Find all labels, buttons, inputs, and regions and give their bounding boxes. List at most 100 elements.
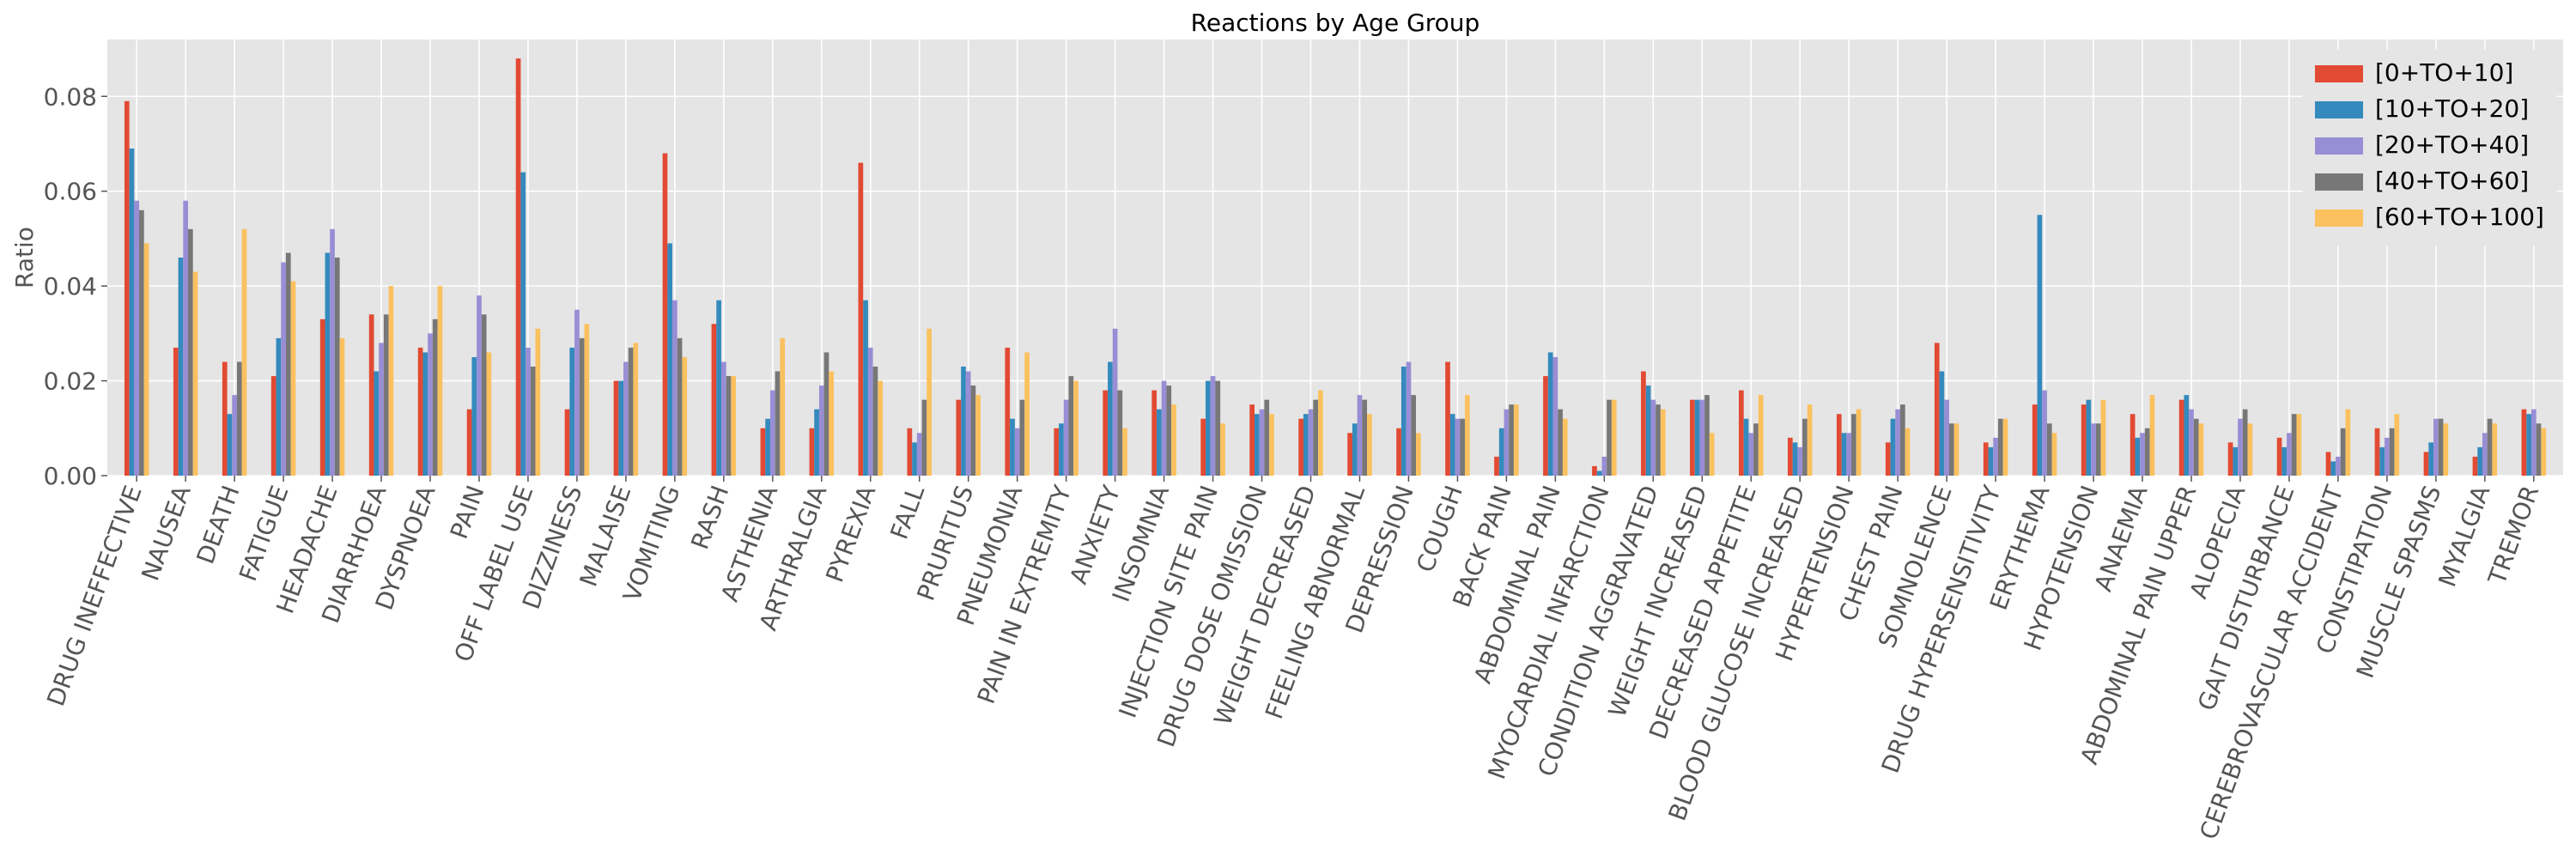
legend-swatch — [2315, 209, 2363, 227]
x-tick-label: FALL — [884, 482, 930, 543]
bar — [1939, 371, 1945, 476]
bar — [579, 337, 585, 476]
bar — [829, 371, 835, 476]
bar — [520, 172, 526, 476]
bar — [1895, 409, 1901, 476]
bar — [2227, 442, 2233, 476]
bar — [526, 347, 531, 476]
bar — [628, 347, 634, 476]
bar — [1161, 380, 1167, 476]
bar — [809, 428, 815, 476]
bar — [2526, 414, 2531, 476]
bar — [188, 228, 193, 476]
bar — [290, 281, 296, 476]
bar — [2193, 418, 2199, 476]
bar — [814, 409, 819, 476]
bar — [143, 243, 149, 476]
bar — [2100, 399, 2106, 476]
bar — [2091, 423, 2096, 476]
bar — [1112, 328, 1118, 476]
bar — [564, 409, 570, 476]
bar — [1660, 409, 1666, 476]
bar — [222, 361, 228, 476]
bar — [623, 361, 629, 476]
bar — [1596, 470, 1602, 476]
bar — [368, 314, 374, 476]
bar — [241, 228, 247, 476]
bar — [1406, 361, 1412, 476]
bar — [858, 162, 864, 476]
bar-series — [134, 200, 2537, 476]
bar — [1014, 428, 1020, 476]
bar — [1073, 380, 1078, 476]
bar — [872, 367, 878, 476]
bar — [1494, 456, 1499, 476]
bar — [2238, 418, 2243, 476]
bar — [1509, 404, 1514, 476]
bar — [530, 367, 536, 476]
legend-swatch — [2315, 101, 2363, 118]
y-tick-label: 0.02 — [44, 367, 97, 396]
bar — [1704, 395, 1710, 476]
bar — [1318, 390, 1323, 476]
bar — [662, 153, 668, 477]
bar — [1498, 428, 1504, 476]
bar — [823, 352, 829, 476]
bar — [1269, 414, 1274, 476]
bar — [388, 286, 394, 476]
bar — [2086, 399, 2092, 476]
bar — [1400, 367, 1406, 476]
bar — [1157, 409, 1162, 476]
bar — [1552, 356, 1558, 476]
bar — [1885, 442, 1891, 476]
bar — [2340, 428, 2346, 476]
bar — [726, 376, 732, 476]
bar — [1607, 399, 1612, 476]
bar — [1166, 385, 1172, 476]
bar — [1249, 404, 1255, 476]
bar — [1856, 409, 1862, 476]
bar — [1562, 418, 1568, 476]
bar — [1054, 428, 1060, 476]
bar — [769, 390, 775, 476]
legend-label: [60+TO+100] — [2375, 203, 2544, 231]
bar — [432, 319, 438, 476]
bar — [927, 328, 932, 476]
bar — [1464, 395, 1470, 476]
bar — [731, 376, 737, 476]
bar — [1748, 433, 1754, 476]
bar — [1953, 423, 1959, 476]
bar — [1988, 446, 1994, 476]
bar — [672, 300, 677, 476]
bar — [1117, 390, 1123, 476]
bar — [183, 200, 189, 476]
bar — [1010, 418, 1015, 476]
x-tick-label: RASH — [685, 482, 734, 553]
bar — [1802, 418, 1807, 476]
bar — [1455, 418, 1461, 476]
bar — [2281, 446, 2287, 476]
bar — [818, 385, 824, 476]
bar — [2389, 428, 2395, 476]
bar — [281, 262, 286, 476]
bar — [1264, 399, 1270, 476]
bar — [1841, 433, 1847, 476]
bar — [173, 347, 179, 476]
x-tick-label: PAIN — [445, 482, 490, 543]
bar — [1592, 465, 1597, 476]
bar — [2144, 428, 2150, 476]
bars — [124, 58, 2547, 477]
bar — [1357, 395, 1363, 476]
bar — [961, 367, 966, 476]
bar — [1005, 347, 1011, 476]
bar — [2247, 423, 2253, 476]
bar — [227, 414, 233, 476]
bar — [970, 385, 976, 476]
bar — [1151, 390, 1157, 476]
bar — [2394, 414, 2400, 476]
bar — [2140, 433, 2145, 476]
bar — [2233, 446, 2239, 476]
bar — [1944, 399, 1949, 476]
bar — [682, 356, 688, 476]
